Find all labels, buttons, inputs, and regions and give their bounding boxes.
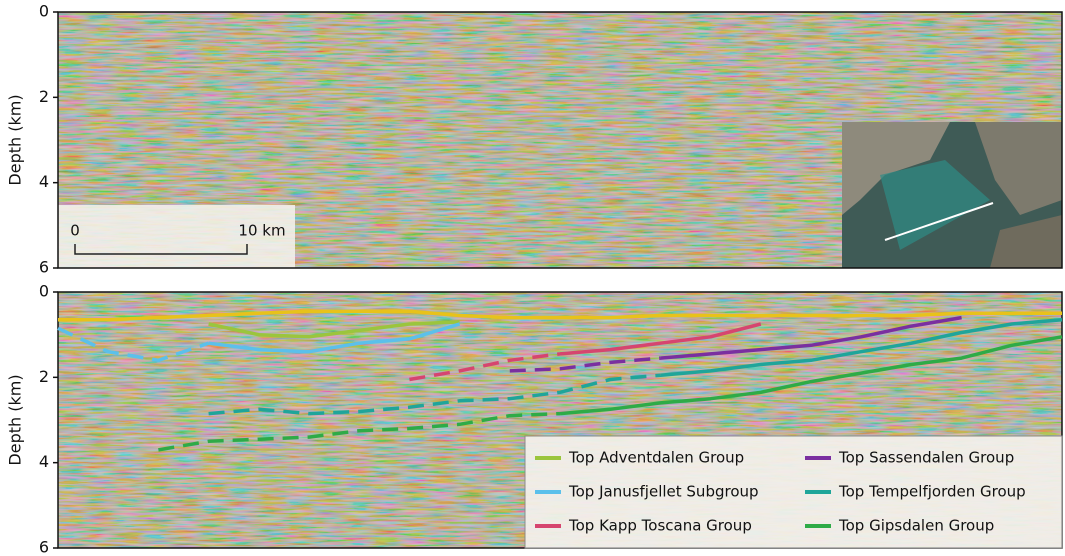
horizon [559,335,1063,416]
horizon [559,322,762,356]
inset-land [842,122,950,215]
inferred-horizon [409,352,561,382]
horizon [58,309,1062,322]
inferred-horizon [509,356,661,373]
y-tick-label: 2 [39,367,49,386]
horizon [660,317,1063,377]
legend-label: Top Sassendalen Group [838,449,1014,467]
horizon [660,315,962,360]
inferred-horizon [57,326,210,363]
y-tick-label: 2 [39,87,49,106]
legend-label: Top Janusfjellet Subgroup [568,483,759,501]
scale-bar [74,244,248,255]
scale-bar-box [58,205,295,268]
y-tick-label: 6 [39,538,49,556]
legend-label: Top Tempelfjorden Group [838,483,1026,501]
legend-label: Top Kapp Toscana Group [568,517,752,535]
inset-land [975,122,1062,215]
y-tick-label: 0 [39,2,49,21]
inset-profile-line [884,202,994,241]
plot-frame [57,11,1063,269]
scale-bar-start: 0 [70,222,80,240]
horizon [208,320,460,339]
inferred-horizon [208,373,661,416]
y-axis-label: Depth (km) [6,94,25,185]
y-axis-label: Depth (km) [6,374,25,465]
legend-label: Top Adventdalen Group [568,449,744,467]
inset-land [990,215,1062,268]
y-tick-label: 4 [39,452,49,471]
y-tick-label: 0 [39,282,49,301]
y-tick-label: 4 [39,172,49,191]
inset-water [880,160,990,250]
inferred-horizon [158,411,561,452]
legend-label: Top Gipsdalen Group [838,517,994,535]
legend: Top Adventdalen Group Top Janusfjellet Su… [524,435,1063,549]
y-tick-label: 6 [39,258,49,277]
legend-box [524,435,1063,549]
horizon [208,322,461,354]
scale-bar-end: 10 km [238,222,285,240]
